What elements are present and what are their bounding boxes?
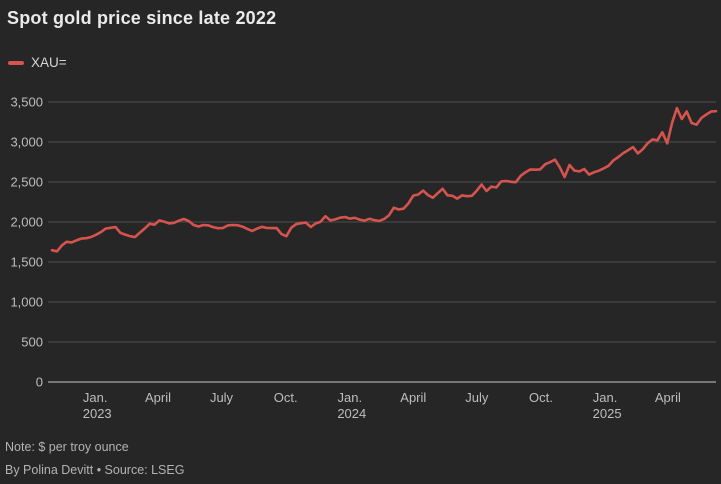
y-axis-label: 2,000: [10, 215, 43, 230]
chart-note: Note: $ per troy ounce: [5, 440, 129, 454]
x-axis-label: April: [145, 390, 171, 405]
x-axis-label: Oct.: [274, 390, 298, 405]
legend: XAU=: [8, 55, 67, 70]
x-axis-year-label: 2023: [83, 406, 112, 421]
x-axis-year-label: 2025: [593, 406, 622, 421]
y-axis-label: 3,000: [10, 135, 43, 150]
y-axis-label: 2,500: [10, 175, 43, 190]
legend-line-swatch-icon: [8, 60, 24, 65]
y-axis-label: 0: [36, 375, 43, 390]
x-axis-label: July: [210, 390, 234, 405]
x-axis-label: Jan.: [593, 390, 618, 405]
x-axis-label: April: [655, 390, 681, 405]
x-axis-year-label: 2024: [337, 406, 366, 421]
x-axis-label: July: [465, 390, 489, 405]
x-axis-label: Oct.: [529, 390, 553, 405]
y-axis-label: 1,500: [10, 255, 43, 270]
x-axis-label: Jan.: [83, 390, 108, 405]
legend-series-label: XAU=: [31, 55, 67, 70]
x-axis-label: April: [400, 390, 426, 405]
y-axis-label: 3,500: [10, 95, 43, 110]
chart-title: Spot gold price since late 2022: [7, 8, 277, 28]
y-axis-label: 1,000: [10, 295, 43, 310]
x-axis-label: Jan.: [338, 390, 363, 405]
chart-byline-source: By Polina Devitt • Source: LSEG: [5, 463, 185, 477]
price-line: [50, 106, 718, 253]
y-axis-label: 500: [21, 335, 43, 350]
